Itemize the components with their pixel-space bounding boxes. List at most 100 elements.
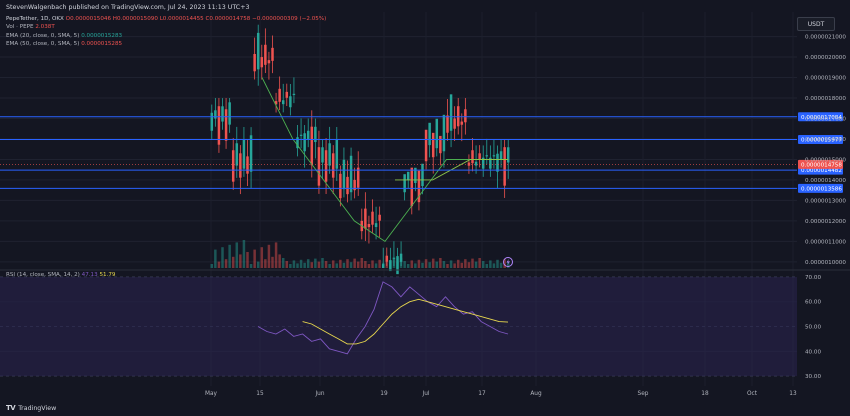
volume-bar [364, 261, 367, 268]
volume-bar [217, 261, 221, 268]
price-tick-label: 0.0000012000 [805, 219, 846, 225]
volume-bar [453, 263, 456, 268]
volume-bar [342, 262, 346, 268]
candle-body [474, 161, 478, 166]
last-price-tag[interactable] [798, 159, 843, 169]
candle-body [367, 223, 371, 228]
volume-bar [506, 262, 510, 268]
candle-body [285, 91, 289, 98]
time-tick-label: 18 [701, 391, 709, 397]
time-axis[interactable]: May 15 Jun 19 Jul 17 Aug Sep 18 Oct 13 [205, 391, 797, 397]
legend-ema50-label: EMA (50, close, 0, SMA, 5) [6, 40, 80, 47]
candle-body [317, 147, 321, 186]
volume-bar [253, 249, 256, 268]
currency-selector[interactable]: USDT [797, 17, 835, 31]
level-tag[interactable] [798, 183, 843, 193]
volume-bar [449, 260, 453, 268]
volume-bar [314, 258, 317, 268]
candle-body [331, 153, 335, 178]
candle-body [228, 102, 231, 125]
level-tag-label: 0.0000015977 [801, 137, 842, 143]
candle-body [385, 255, 389, 262]
rsi-legend[interactable]: RSI (14, close, SMA, 14, 2) 47.13 51.79 [6, 272, 115, 278]
volume-bar [235, 242, 239, 268]
volume-bar [228, 244, 231, 268]
footer-brand[interactable]: TV TradingView [6, 404, 56, 412]
candle-body [264, 44, 267, 65]
time-tick-label: Oct [747, 391, 758, 397]
candle-body [342, 159, 346, 190]
legend-symbol-row[interactable]: PepeTether, 1D, OKX O0.0000015046 H0.000… [6, 15, 326, 23]
candle-body [489, 157, 492, 169]
candle-body [231, 150, 235, 182]
volume-bar [414, 263, 417, 268]
time-tick-label: Jul [422, 391, 430, 397]
candle-body [481, 157, 485, 169]
price-axis[interactable]: 0.0000021000 0.0000020000 0.0000019000 0.00… [805, 35, 846, 266]
price-tick-label: 0.0000010000 [805, 260, 846, 266]
legend-ema50-row[interactable]: EMA (50, close, 0, SMA, 5) 0.0000015285 [6, 40, 326, 48]
candle-body [281, 100, 285, 105]
level-tag[interactable] [798, 112, 843, 122]
volume-bar [378, 259, 381, 268]
volume-bar [239, 254, 242, 268]
volume-bar [406, 264, 410, 268]
candle-body [492, 155, 496, 157]
candle-body [439, 135, 442, 154]
candle-body [289, 96, 292, 108]
volume-bar [292, 260, 296, 268]
volume-bar [435, 261, 439, 268]
candle-body [310, 126, 314, 166]
candle-body [217, 106, 221, 145]
level-tag-label: 0.0000013586 [801, 186, 842, 192]
level-tag[interactable] [798, 134, 843, 144]
volume-bar [221, 247, 224, 268]
horizontal-levels[interactable]: 0.00000170840.00000159770.00000144820.00… [0, 112, 843, 193]
rsi-lines [257, 281, 509, 355]
footer-brand-name: TradingView [18, 404, 57, 412]
time-tick-label: 17 [478, 391, 486, 397]
candle-body [378, 214, 381, 221]
candle-body [435, 118, 439, 149]
candle-body [460, 121, 464, 125]
rsi-tick-label: 40.00 [805, 349, 821, 355]
rsi-line [257, 281, 509, 355]
volume-bar [260, 247, 264, 268]
time-tick-label: 19 [380, 391, 388, 397]
candle-body [267, 60, 271, 64]
legend-ema20-value: 0.0000015283 [81, 32, 123, 39]
candle-body [453, 118, 456, 129]
candle-body [249, 135, 253, 172]
volume-bar [421, 262, 424, 268]
rsi-legend-label: RSI (14, close, SMA, 14, 2) [6, 272, 80, 278]
price-tick-label: 0.0000013000 [805, 198, 846, 204]
candle-body [271, 47, 274, 61]
rsi-axis[interactable]: 70.00 60.00 50.00 40.00 30.00 [805, 275, 821, 380]
publisher-line: StevenWalgenbach published on TradingVie… [6, 4, 250, 11]
volume-bar [296, 263, 299, 268]
legend-ema20-row[interactable]: EMA (20, close, 0, SMA, 5) 0.0000015283 [6, 32, 326, 40]
volume-bar [271, 256, 274, 268]
rsi-tick-label: 30.00 [805, 374, 821, 380]
candle-body [456, 106, 460, 127]
ema20-line [261, 77, 508, 243]
volume-bar [310, 262, 314, 268]
legend-ema50-value: 0.0000015285 [81, 40, 123, 47]
candle-body [506, 147, 510, 163]
volume-bar [481, 261, 485, 268]
candle-body [214, 110, 217, 119]
candle-body [406, 171, 410, 180]
lightning-icon[interactable] [503, 257, 513, 267]
time-tick-label: Jun [314, 391, 324, 397]
volume-bar [374, 263, 378, 268]
legend-ema20-label: EMA (20, close, 0, SMA, 5) [6, 32, 80, 39]
volume-bar [474, 261, 478, 268]
candlesticks [210, 24, 510, 275]
volume-bar [464, 259, 467, 268]
legend-volume-row[interactable]: Vol · PEPE 2.038T [6, 23, 326, 31]
volume-bar [214, 249, 217, 268]
time-tick-label: Sep [638, 391, 649, 397]
volume-bar [264, 259, 267, 268]
candle-body [328, 143, 331, 166]
